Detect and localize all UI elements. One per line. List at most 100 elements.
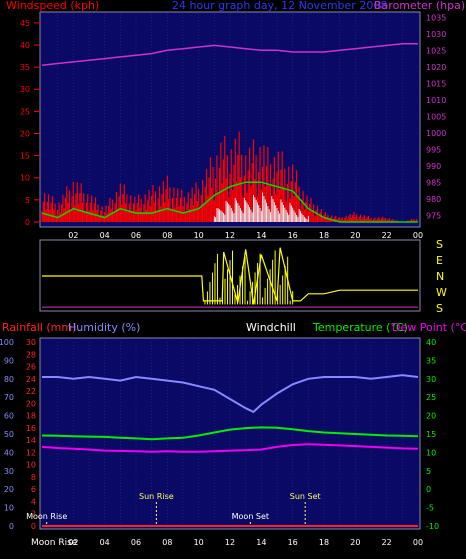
barometer-tick-label: 1000 [426,129,446,138]
barometer-tick-label: 1005 [426,112,446,121]
windspeed-tick-label: 15 [20,152,30,161]
graph-title: 24 hour graph day, 12 November 2008 [172,0,387,12]
wind-time-axis-ticks: 02 04 06 08 10 12 14 16 18 20 22 00 [68,231,423,240]
wind-average-line [41,181,418,223]
windspeed-axis-label: Windspeed (kph) [6,0,99,12]
barometer-line [41,42,418,66]
direction-letter: E [436,254,443,267]
rainfall-tick-label: 14 [26,436,36,445]
temp-time-tick-label: 18 [319,538,329,547]
humidity-tick-label: 20 [4,485,14,494]
wind-time-tick-label: 14 [256,231,266,240]
rainfall-tick-label: 26 [26,363,36,372]
windspeed-tick-label: 45 [20,19,30,28]
temp-time-tick-label: 02 [68,538,78,547]
temperature-tick-label: 25 [426,393,436,402]
temperature-tick-label: -5 [426,504,434,513]
barometer-tick-label: 975 [426,211,441,220]
dewpoint-line [41,443,419,453]
barometer-tick-label: 1030 [426,30,446,39]
rainfall-tick-label: 20 [26,399,36,408]
barometer-tick-label: 1015 [426,79,446,88]
humidity-tick-label: 50 [4,430,14,439]
rainfall-tick-label: 8 [31,473,36,482]
windspeed-tick-label: 30 [20,85,30,94]
temp-lines [41,374,419,527]
temperature-tick-label: 15 [426,430,436,439]
temp-time-tick-label: 22 [382,538,392,547]
barometer-axis-ticks: 975 980 985 990 995 1000 1005 1010 1015 1020 1025 1… [426,13,446,220]
direction-letter: W [436,286,447,299]
windspeed-axis-ticks: 0 5 10 15 20 25 30 35 40 45 [20,19,40,227]
temp-time-tick-label: 14 [256,538,266,547]
direction-letter: N [436,270,444,283]
barometer-axis-label: Barometer (hpa) [374,0,465,12]
wind-time-tick-label: 08 [162,231,172,240]
rainfall-tick-label: 12 [26,448,36,457]
temperature-tick-label: 0 [426,485,431,494]
windspeed-tick-label: 40 [20,41,30,50]
rainfall-tick-label: 18 [26,412,36,421]
rainfall-tick-label: 4 [31,497,36,506]
wind-direction-line [42,247,418,305]
rainfall-tick-label: 6 [31,485,36,494]
windspeed-tick-label: 0 [25,218,30,227]
annotation-label: Moon Set [232,512,269,521]
temperature-tick-label: 40 [426,338,436,347]
barometer-tick-label: 995 [426,145,441,154]
humidity-tick-label: 10 [4,504,14,513]
wind-time-tick-label: 00 [413,231,423,240]
temperature-humidity-panel: Rainfall (mm) Humidity (%) Windchill Tem… [0,321,466,548]
temperature-tick-label: 20 [426,412,436,421]
wind-gust-bars [41,131,418,222]
temp-time-tick-label: 00 [413,538,423,547]
wind-time-tick-label: 12 [225,231,235,240]
moon-rise-bottom-label: Moon Rise [31,538,78,548]
annotation-label: Moon Rise [26,512,67,521]
temperature-tick-label: -10 [426,522,439,531]
barometer-tick-label: 985 [426,178,441,187]
barometer-tick-label: 1010 [426,96,446,105]
dewpoint-header: Dew Point (°C) [392,321,466,334]
sun-moon-annotations: Moon Rise Sun Rise Moon Set Sun Set [26,492,321,526]
humidity-tick-label: 100 [0,338,14,347]
temp-grid [57,342,403,526]
wind-time-tick-label: 18 [319,231,329,240]
windspeed-tick-label: 35 [20,63,30,72]
humidity-tick-label: 70 [4,393,14,402]
humidity-tick-label: 80 [4,375,14,384]
humidity-tick-label: 60 [4,412,14,421]
barometer-tick-label: 1025 [426,46,446,55]
windspeed-tick-label: 25 [20,107,30,116]
wind-time-tick-label: 06 [131,231,141,240]
wind-lines [41,42,418,223]
temperature-line [41,426,419,441]
rainfall-tick-label: 24 [26,375,36,384]
barometer-tick-label: 1020 [426,63,446,72]
temperature-tick-label: 35 [426,356,436,365]
temp-time-tick-label: 12 [225,538,235,547]
temperature-tick-label: 10 [426,448,436,457]
annotation-label: Sun Set [290,492,321,501]
rainfall-tick-label: 28 [26,350,36,359]
rainfall-tick-label: 30 [26,338,36,347]
rainfall-tick-label: 16 [26,424,36,433]
temp-time-tick-label: 06 [131,538,141,547]
rainfall-tick-label: 2 [31,510,36,519]
windspeed-tick-label: 10 [20,174,30,183]
humidity-tick-label: 30 [4,467,14,476]
barometer-tick-label: 980 [426,195,441,204]
wind-time-tick-label: 04 [100,231,110,240]
rainfall-tick-label: 0 [31,522,36,531]
temp-time-tick-label: 04 [100,538,110,547]
humidity-tick-label: 90 [4,356,14,365]
windchill-header: Windchill [246,321,296,334]
temperature-tick-label: 30 [426,375,436,384]
annotation-label: Sun Rise [139,492,174,501]
humidity-tick-label: 0 [9,522,14,531]
temp-time-tick-label: 20 [350,538,360,547]
rainfall-tick-label: 22 [26,387,36,396]
